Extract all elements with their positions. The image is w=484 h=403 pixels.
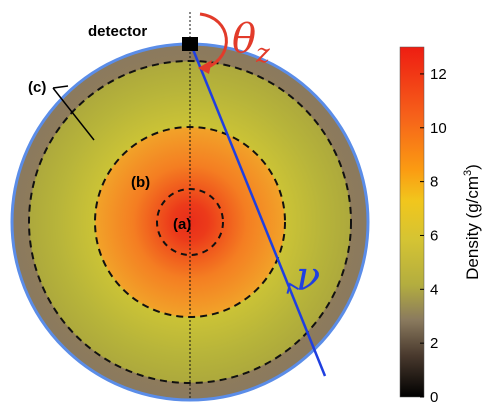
nu-symbol: ν [296,254,320,300]
neutrino-path [188,41,327,377]
detector-label: detector [88,23,147,40]
colorbar [400,47,424,397]
region-a-label: (a) [173,216,191,233]
colorbar-label: Density (g/cm3) [462,164,482,280]
region-c-pointer-inner [52,87,95,141]
region-c-pointer-outer [52,85,69,89]
theta-symbol: θz [232,16,270,69]
colorbar-tick-label: 6 [430,227,438,244]
detector-marker [182,37,198,51]
region-b-label: (b) [131,174,150,191]
colorbar-tick-label: 8 [430,174,438,191]
colorbar-tick-label: 10 [430,120,447,137]
theta-arc [199,12,228,70]
region-c-label: (c) [28,79,46,96]
colorbar-tick-label: 12 [430,66,447,83]
colorbar-frame [399,46,425,398]
colorbar-ticks: 0 2 4 6 8 10 12 [420,66,447,403]
colorbar-tick-label: 2 [430,335,438,352]
theta-arrowhead [198,60,212,74]
neutrino-direction-arrow [286,282,300,294]
colorbar-tick-label: 4 [430,281,438,298]
colorbar-tick-label: 0 [430,389,438,403]
